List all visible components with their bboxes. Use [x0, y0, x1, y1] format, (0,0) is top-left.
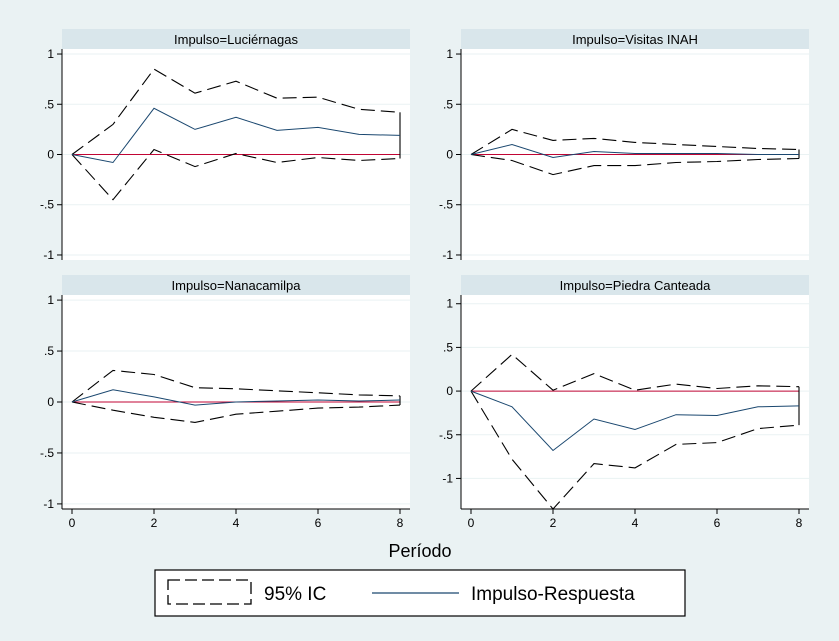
panel-2-ci-lower [470, 153, 800, 176]
panel-2: Impulso=Visitas INAH 1 .5 0 -.5 -1 [439, 29, 809, 262]
panel-3-y-tick-label: -.5 [40, 446, 54, 460]
panel-4-y-tick-label: .5 [443, 340, 453, 354]
panel-1-y-tick-label: 1 [47, 47, 54, 61]
panel-4-ci-upper [470, 353, 800, 392]
panel-1-ci-upper [71, 68, 401, 155]
panel-2-y-tick-label: -.5 [439, 198, 453, 212]
panel-1-irf-line [71, 107, 401, 164]
panel-4-x-tick-label: 6 [714, 516, 721, 530]
panel-3-y-tick-label: .5 [44, 344, 54, 358]
panel-4-title: Impulso=Piedra Canteada [560, 278, 711, 293]
panel-3-ci-upper [71, 369, 401, 403]
x-axis-label: Período [388, 541, 451, 561]
panel-3-x-tick-label: 6 [315, 516, 322, 530]
panel-1-ci-lower [71, 148, 401, 201]
panel-3-y-tick-label: 1 [47, 293, 54, 307]
panel-4-ci-lower [470, 390, 800, 510]
panel-4: Impulso=Piedra Canteada 1 .5 0 -.5 -1 0 2 4 6 8 [439, 275, 809, 530]
panel-2-irf-line [470, 143, 799, 159]
panel-4-irf-line [470, 390, 800, 452]
panel-1-y-tick-label: -.5 [40, 198, 54, 212]
panel-4-y-tick-label: -1 [442, 471, 453, 485]
panel-2-y-tick-label: -1 [442, 248, 453, 262]
panel-4-y-tick-label: 0 [446, 384, 453, 398]
panel-4-y-tick-label: 1 [446, 297, 453, 311]
panel-3: Impulso=Nanacamilpa 1 .5 0 -.5 -1 0 2 4 6 8 [40, 275, 410, 530]
legend-ic-label: 95% IC [264, 584, 326, 605]
panel-4-x-tick-label: 4 [632, 516, 639, 530]
panel-2-y-tick-label: 1 [446, 47, 453, 61]
panel-3-y-tick-label: 0 [47, 395, 54, 409]
panel-4-x-tick-label: 2 [550, 516, 557, 530]
panel-4-x-tick-label: 0 [468, 516, 475, 530]
panel-4-y-tick-label: -.5 [439, 428, 453, 442]
panel-1-title: Impulso=Luciérnagas [174, 32, 298, 47]
panel-2-title: Impulso=Visitas INAH [572, 32, 698, 47]
panel-2-y-tick-label: 0 [446, 148, 453, 162]
panel-1-title-bar [62, 29, 410, 49]
panel-2-ci-upper [470, 128, 800, 155]
panel-3-y-tick-label: -1 [43, 497, 54, 511]
panel-4-x-tick-label: 8 [796, 516, 803, 530]
panel-2-y-tick-label: .5 [443, 97, 453, 111]
panel-2-title-bar [461, 29, 809, 49]
panel-1-y-tick-label: .5 [44, 97, 54, 111]
panel-3-title: Impulso=Nanacamilpa [172, 278, 302, 293]
panels-layer: Impulso=Luciérnagas1.50-.5-1Impulso=Visi… [40, 29, 809, 530]
panel-3-x-tick-label: 4 [233, 516, 240, 530]
panel-3-x-tick-label: 8 [397, 516, 404, 530]
legend: 95% IC Impulso-Respuesta [154, 569, 686, 617]
panel-3-title-bar [62, 275, 410, 295]
panel-3-irf-line [71, 389, 401, 406]
panel-1: Impulso=Luciérnagas 1 .5 0 -.5 -1 [40, 29, 410, 262]
legend-ic-symbol [167, 579, 252, 605]
panel-1-y-tick-label: -1 [43, 248, 54, 262]
panel-3-x-tick-label: 0 [69, 516, 76, 530]
panel-1-y-tick-label: 0 [47, 148, 54, 162]
panel-4-title-bar [461, 275, 809, 295]
panel-3-x-tick-label: 2 [151, 516, 158, 530]
panel-4-plot-area [461, 295, 809, 509]
legend-irf-label: Impulso-Respuesta [471, 584, 635, 605]
panel-3-ci-lower [71, 401, 401, 423]
